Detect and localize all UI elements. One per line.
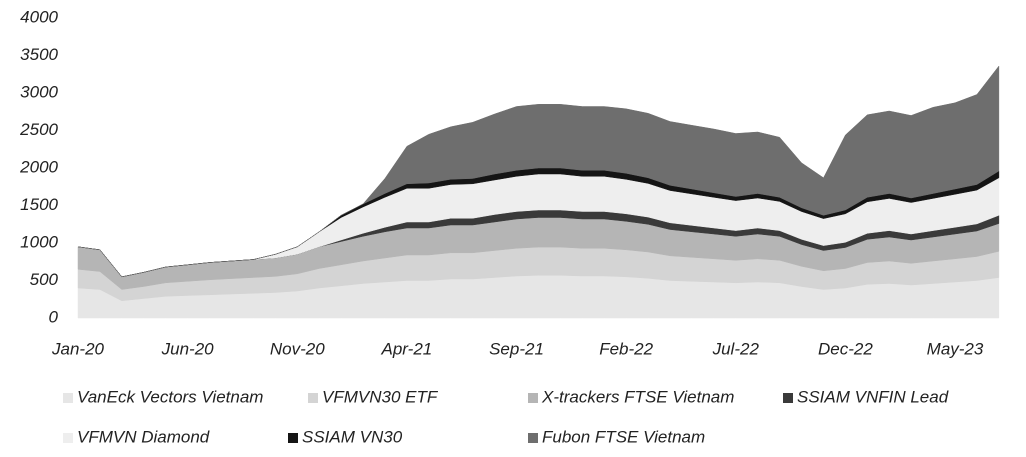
y-tick-label: 500 bbox=[30, 270, 59, 289]
y-tick-label: 2500 bbox=[19, 120, 58, 139]
y-tick-label: 0 bbox=[49, 307, 59, 326]
x-tick-label: Dec-22 bbox=[818, 339, 873, 358]
legend-label: VFMVN30 ETF bbox=[322, 387, 439, 406]
legend-swatch bbox=[63, 433, 73, 443]
y-tick-label: 3500 bbox=[20, 45, 58, 64]
legend-label: SSIAM VNFIN Lead bbox=[797, 387, 949, 406]
legend-label: SSIAM VN30 bbox=[302, 427, 403, 446]
x-tick-label: Feb-22 bbox=[599, 339, 653, 358]
legend-swatch bbox=[528, 433, 538, 443]
y-tick-label: 3000 bbox=[20, 82, 58, 101]
y-tick-label: 4000 bbox=[20, 7, 58, 26]
legend-swatch bbox=[63, 393, 73, 403]
legend-label: X-trackers FTSE Vietnam bbox=[541, 387, 734, 406]
x-tick-label: Nov-20 bbox=[270, 339, 325, 358]
legend-swatch bbox=[528, 393, 538, 403]
x-tick-label: Sep-21 bbox=[489, 339, 544, 358]
x-tick-label: Jan-20 bbox=[51, 339, 105, 358]
x-tick-label: Jul-22 bbox=[712, 339, 760, 358]
legend-label: VFMVN Diamond bbox=[77, 427, 210, 446]
y-tick-label: 1500 bbox=[20, 195, 58, 214]
x-tick-label: Jun-20 bbox=[161, 339, 215, 358]
legend-swatch bbox=[288, 433, 298, 443]
legend-swatch bbox=[783, 393, 793, 403]
legend-swatch bbox=[308, 393, 318, 403]
area bbox=[77, 65, 1000, 278]
legend-label: VanEck Vectors Vietnam bbox=[77, 387, 263, 406]
y-tick-label: 1000 bbox=[20, 232, 58, 251]
legend-label: Fubon FTSE Vietnam bbox=[542, 427, 705, 446]
x-tick-label: May-23 bbox=[927, 339, 984, 358]
x-tick-label: Apr-21 bbox=[381, 339, 433, 358]
y-tick-label: 2000 bbox=[19, 157, 58, 176]
